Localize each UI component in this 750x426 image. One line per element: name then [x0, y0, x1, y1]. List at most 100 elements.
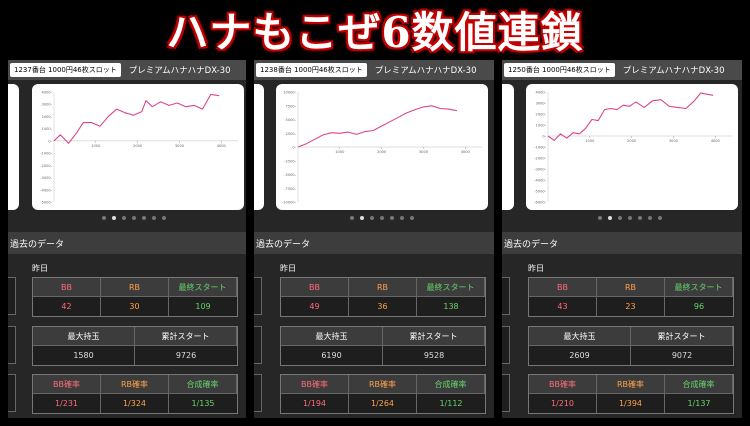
y-tick-label: 4000- — [42, 91, 53, 95]
carousel-dot[interactable] — [658, 216, 662, 220]
slump-series-line — [547, 92, 714, 141]
final-start-header: 最終スタート — [417, 278, 485, 297]
carousel-dot[interactable] — [132, 216, 136, 220]
y-tick-label: 0- — [542, 135, 546, 139]
bb-rate-value: 1/194 — [281, 394, 349, 413]
carousel-dot-active[interactable] — [112, 216, 116, 220]
total-start-header: 累計スタート — [631, 327, 733, 346]
carousel-dot[interactable] — [628, 216, 632, 220]
machine-name: プレミアムハナハナDX-30 — [374, 66, 477, 76]
probability-table: BB確率 RB確率 合成確率 1/194 1/264 1/112 — [280, 374, 486, 414]
panel-header: 1237番台 1000円46枚スロット プレミアムハナハナDX-30 — [8, 60, 246, 80]
machine-name: プレミアムハナハナDX-30 — [128, 66, 231, 76]
headline: ハナもこぜ6数値連鎖 — [166, 7, 584, 57]
probability-table: BB確率 RB確率 合成確率 1/231 1/324 1/135 — [32, 374, 238, 414]
day-label: 昨日 — [32, 264, 48, 273]
max-balls-header: 最大持玉 — [281, 327, 383, 346]
total-start-header: 累計スタート — [135, 327, 237, 346]
hit-count-table: BB RB 最終スタート 42 30 109 — [32, 277, 238, 317]
bb-value: 49 — [281, 297, 349, 316]
clipped-table-stub — [254, 374, 262, 412]
final-start-value: 138 — [443, 302, 459, 311]
previous-chart-stub[interactable] — [502, 84, 514, 210]
carousel-dot[interactable] — [638, 216, 642, 220]
carousel-dots — [350, 216, 414, 220]
rb-rate-value: 1/264 — [349, 394, 417, 413]
y-tick-label: -3000- — [40, 176, 52, 180]
y-tick-label: 1000- — [42, 127, 53, 131]
combined-rate-header: 合成確率 — [169, 375, 237, 394]
slump-chart-card[interactable]: 4000- 3000- 2000- 1000- 0- -1000- -2000- -3000-… — [32, 84, 244, 210]
clipped-table-stub — [254, 326, 262, 364]
y-tick-label: -1000- — [40, 152, 52, 156]
combined-rate-value: 1/112 — [439, 399, 463, 408]
y-tick-label: -7500- — [284, 187, 296, 191]
y-tick-label: 3000- — [42, 103, 53, 107]
slump-chart-card[interactable]: 4000- 3000- 2000- 1000- 0- -1000- -2000- -3000-… — [526, 84, 738, 210]
x-tick-label: 4000 — [461, 150, 471, 154]
x-tick-label: 2000 — [627, 139, 637, 143]
rb-value: 23 — [597, 297, 665, 316]
y-tick-label: -2500- — [284, 159, 296, 163]
x-tick-label: 4000 — [217, 144, 227, 148]
max-balls-value: 2609 — [529, 346, 631, 365]
final-start-value: 96 — [693, 302, 705, 311]
carousel-dots — [102, 216, 166, 220]
x-tick-label: 3000 — [175, 144, 185, 148]
machine-number-tag[interactable]: 1237番台 1000円46枚スロット — [10, 63, 121, 77]
slump-series-line — [297, 105, 458, 148]
carousel-dot[interactable] — [370, 216, 374, 220]
carousel-dot-active[interactable] — [608, 216, 612, 220]
y-tick-label: -6000- — [534, 201, 546, 205]
clipped-table-stub — [502, 277, 510, 315]
carousel-dot[interactable] — [410, 216, 414, 220]
carousel-dot[interactable] — [648, 216, 652, 220]
bb-rate-header: BB確率 — [33, 375, 101, 394]
y-tick-label: 0- — [48, 139, 52, 143]
x-tick-label: 1000 — [585, 139, 595, 143]
clipped-table-stub — [8, 374, 16, 412]
section-title-past-data: 過去のデータ — [254, 232, 494, 254]
carousel-dot[interactable] — [380, 216, 384, 220]
rb-value: 36 — [349, 297, 417, 316]
carousel-dot[interactable] — [122, 216, 126, 220]
x-tick-label: 2000 — [377, 150, 387, 154]
carousel-dot[interactable] — [162, 216, 166, 220]
rb-value: 30 — [101, 297, 169, 316]
panel-header: 1238番台 1000円46枚スロット プレミアムハナハナDX-30 — [254, 60, 494, 80]
y-tick-label: -5000- — [534, 190, 546, 194]
machine-number-tag[interactable]: 1238番台 1000円46枚スロット — [256, 63, 367, 77]
machine-number-tag[interactable]: 1250番台 1000円46枚スロット — [504, 63, 615, 77]
carousel-dot[interactable] — [142, 216, 146, 220]
carousel-dot[interactable] — [390, 216, 394, 220]
y-tick-label: 2500- — [286, 132, 297, 136]
carousel-dot[interactable] — [618, 216, 622, 220]
bb-header: BB — [529, 278, 597, 297]
total-start-value: 9726 — [175, 351, 197, 360]
carousel-dot-active[interactable] — [360, 216, 364, 220]
carousel-dot[interactable] — [102, 216, 106, 220]
previous-chart-stub[interactable] — [254, 84, 264, 210]
max-balls-header: 最大持玉 — [33, 327, 135, 346]
y-tick-label: -4000- — [40, 188, 52, 192]
bb-rate-header: BB確率 — [281, 375, 349, 394]
previous-chart-stub[interactable] — [8, 84, 19, 210]
combined-rate-header: 合成確率 — [417, 375, 485, 394]
carousel-dot[interactable] — [350, 216, 354, 220]
slump-chart-card[interactable]: 10000- 7500- 5000- 2500- 0- -2500- -5000- -7500… — [276, 84, 488, 210]
section-title-past-data: 過去のデータ — [8, 232, 246, 254]
clipped-table-stub — [8, 277, 16, 315]
slump-chart: 4000- 3000- 2000- 1000- 0- -1000- -2000- -3000-… — [534, 91, 732, 205]
bb-rate-value: 1/210 — [529, 394, 597, 413]
carousel-dot[interactable] — [152, 216, 156, 220]
y-tick-label: -1000- — [534, 146, 546, 150]
bb-value: 43 — [529, 297, 597, 316]
carousel-dot[interactable] — [598, 216, 602, 220]
bb-header: BB — [33, 278, 101, 297]
clipped-table-stub — [502, 374, 510, 412]
total-start-header: 累計スタート — [383, 327, 485, 346]
y-tick-label: 0- — [292, 146, 296, 150]
carousel-dot[interactable] — [400, 216, 404, 220]
total-start-value: 9072 — [671, 351, 693, 360]
y-tick-label: 2000- — [536, 113, 547, 117]
